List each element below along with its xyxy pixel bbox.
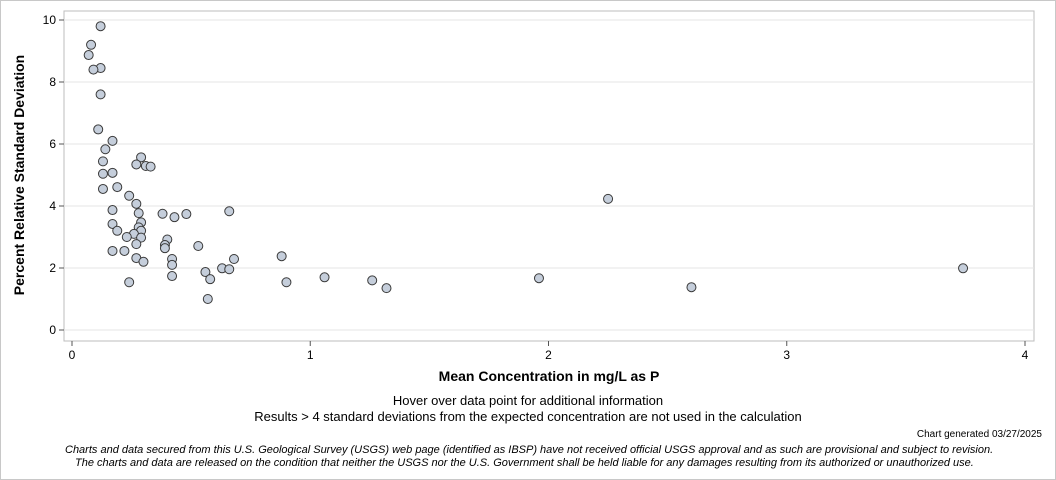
data-point-40[interactable]	[119, 245, 130, 256]
data-point-61[interactable]	[958, 263, 969, 274]
x-tick-label-0: 0	[69, 348, 76, 362]
data-point-50[interactable]	[167, 271, 178, 282]
data-point-44[interactable]	[229, 254, 240, 265]
data-point-4[interactable]	[88, 64, 99, 75]
y-tick-label-3: 6	[49, 137, 56, 151]
x-axis-title: Mean Concentration in mg/L as P	[439, 368, 660, 384]
data-point-39[interactable]	[107, 245, 118, 256]
data-point-24[interactable]	[181, 209, 192, 220]
chart-generated-date: Chart generated 03/27/2025	[916, 429, 1042, 440]
data-point-0[interactable]	[95, 21, 106, 32]
data-point-51[interactable]	[319, 272, 330, 283]
data-point-30[interactable]	[112, 225, 123, 236]
data-point-21[interactable]	[224, 206, 235, 217]
y-tick-label-4: 8	[49, 75, 56, 89]
data-point-46[interactable]	[167, 259, 178, 270]
plot-area	[63, 10, 1035, 342]
data-point-20[interactable]	[107, 205, 118, 216]
data-point-35[interactable]	[131, 239, 142, 250]
data-points[interactable]	[83, 21, 969, 304]
y-axis-title: Percent Relative Standard Deviation	[11, 55, 27, 295]
disclaimer-line-2: The charts and data are released on the …	[75, 457, 974, 469]
x-tick-label-2: 2	[545, 348, 552, 362]
axes: 0 2 4 6 8 10 0 1 2 3 4	[43, 13, 1029, 362]
data-point-10[interactable]	[97, 156, 108, 167]
data-point-2[interactable]	[83, 50, 94, 61]
x-tick-label-4: 4	[1022, 348, 1029, 362]
data-point-5[interactable]	[95, 89, 106, 100]
data-point-25[interactable]	[169, 212, 180, 223]
x-tick-label-3: 3	[783, 348, 790, 362]
data-point-11[interactable]	[131, 159, 142, 170]
y-tick-label-1: 2	[49, 261, 56, 275]
y-tick-label-2: 4	[49, 199, 56, 213]
y-tick-label-0: 0	[49, 323, 56, 337]
data-point-1[interactable]	[86, 39, 97, 50]
data-point-8[interactable]	[100, 144, 111, 155]
data-point-41[interactable]	[276, 251, 287, 262]
data-point-38[interactable]	[193, 240, 204, 251]
hover-note: Hover over data point for additional inf…	[392, 393, 664, 408]
data-point-54[interactable]	[367, 275, 378, 286]
data-point-57[interactable]	[381, 283, 392, 294]
data-point-49[interactable]	[200, 267, 211, 278]
data-point-37[interactable]	[159, 243, 170, 254]
data-point-58[interactable]	[202, 294, 213, 304]
data-point-19[interactable]	[131, 198, 142, 209]
data-point-16[interactable]	[112, 182, 123, 193]
data-point-6[interactable]	[93, 124, 104, 135]
data-point-53[interactable]	[205, 274, 216, 285]
data-point-23[interactable]	[157, 208, 168, 219]
results-note: Results > 4 standard deviations from the…	[254, 409, 802, 424]
y-tick-label-5: 10	[43, 13, 57, 27]
x-tick-label-1: 1	[307, 348, 314, 362]
data-point-32[interactable]	[121, 232, 132, 242]
data-point-17[interactable]	[97, 183, 108, 194]
data-point-7[interactable]	[107, 135, 118, 146]
data-point-56[interactable]	[281, 277, 292, 288]
data-point-55[interactable]	[124, 277, 135, 288]
data-point-18[interactable]	[124, 190, 135, 201]
data-point-45[interactable]	[138, 256, 149, 267]
data-point-48[interactable]	[224, 264, 235, 275]
data-point-27[interactable]	[107, 218, 118, 229]
disclaimer-line-1: Charts and data secured from this U.S. G…	[65, 444, 994, 456]
data-point-13[interactable]	[145, 161, 156, 172]
data-point-52[interactable]	[533, 273, 544, 284]
data-point-59[interactable]	[603, 193, 614, 204]
data-point-14[interactable]	[107, 167, 118, 178]
data-point-9[interactable]	[136, 152, 147, 163]
data-point-15[interactable]	[97, 168, 108, 179]
data-point-22[interactable]	[133, 208, 144, 219]
data-point-60[interactable]	[686, 282, 697, 293]
